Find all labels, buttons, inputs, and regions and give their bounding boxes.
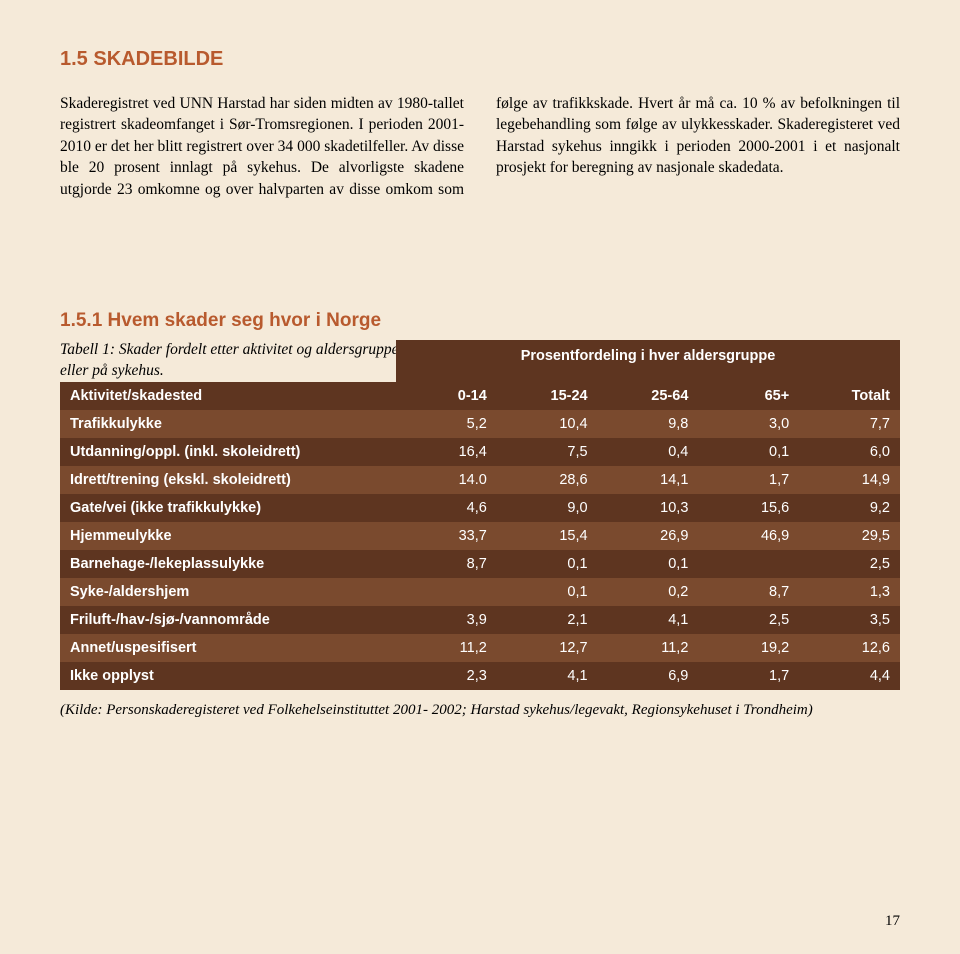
table-cell: 15,6 (698, 494, 799, 522)
table-col-header: Totalt (799, 382, 900, 410)
table-row: Annet/uspesifisert11,212,711,219,212,6 (60, 634, 900, 662)
table-cell: 2,3 (396, 662, 497, 690)
table-cell: 10,3 (598, 494, 699, 522)
table-cell: 9,8 (598, 410, 699, 438)
table-cell: 0,1 (698, 438, 799, 466)
table-col-header: Aktivitet/skadested (60, 382, 396, 410)
table-col-header: 25-64 (598, 382, 699, 410)
table-row: Hjemmeulykke33,715,426,946,929,5 (60, 522, 900, 550)
table-header-row: Aktivitet/skadested 0-14 15-24 25-64 65+… (60, 382, 900, 410)
table-cell: 29,5 (799, 522, 900, 550)
table-cell: 12,6 (799, 634, 900, 662)
table-cell: 33,7 (396, 522, 497, 550)
table-row-label: Gate/vei (ikke trafikkulykke) (60, 494, 396, 522)
table-cell: 11,2 (598, 634, 699, 662)
table-cell: 7,7 (799, 410, 900, 438)
table-cell: 14,9 (799, 466, 900, 494)
table-cell: 1,3 (799, 578, 900, 606)
table-row-label: Barnehage-/lekeplassulykke (60, 550, 396, 578)
table-cell (698, 550, 799, 578)
table-row: Trafikkulykke5,210,49,83,07,7 (60, 410, 900, 438)
table-cell: 2,1 (497, 606, 598, 634)
table-cell: 5,2 (396, 410, 497, 438)
table-cell: 0,1 (598, 550, 699, 578)
table-row: Friluft-/hav-/sjø-/vannområde3,92,14,12,… (60, 606, 900, 634)
table-col-header: 15-24 (497, 382, 598, 410)
table-cell: 15,4 (497, 522, 598, 550)
table-cell: 3,0 (698, 410, 799, 438)
table-cell: 3,9 (396, 606, 497, 634)
table-cell: 1,7 (698, 466, 799, 494)
table-row: Utdanning/oppl. (inkl. skoleidrett)16,47… (60, 438, 900, 466)
table-row-label: Annet/uspesifisert (60, 634, 396, 662)
table-cell: 0,4 (598, 438, 699, 466)
table-group-header: Prosentfordeling i hver aldersgruppe (396, 340, 900, 382)
table-cell: 11,2 (396, 634, 497, 662)
table-cell: 26,9 (598, 522, 699, 550)
table-row-label: Idrett/trening (ekskl. skoleidrett) (60, 466, 396, 494)
page-number: 17 (885, 913, 900, 930)
table-cell: 1,7 (698, 662, 799, 690)
table-cell: 0,1 (497, 578, 598, 606)
table-row-label: Hjemmeulykke (60, 522, 396, 550)
table-row-label: Trafikkulykke (60, 410, 396, 438)
table-cell: 4,1 (497, 662, 598, 690)
section-heading: 1.5 SKADEBILDE (60, 48, 900, 71)
table-col-header: 65+ (698, 382, 799, 410)
table-cell: 16,4 (396, 438, 497, 466)
table-cell: 9,0 (497, 494, 598, 522)
table-cell: 3,5 (799, 606, 900, 634)
table-cell: 28,6 (497, 466, 598, 494)
table-cell: 2,5 (799, 550, 900, 578)
table-spacer (60, 340, 396, 382)
table-row: Syke-/aldershjem 0,10,28,71,3 (60, 578, 900, 606)
table-cell: 7,5 (497, 438, 598, 466)
table-cell (396, 578, 497, 606)
table-cell: 8,7 (396, 550, 497, 578)
table-cell: 6,0 (799, 438, 900, 466)
body-text: Skaderegistret ved UNN Harstad har siden… (60, 93, 900, 200)
table-cell: 4,6 (396, 494, 497, 522)
subsection-heading: 1.5.1 Hvem skader seg hvor i Norge (60, 310, 900, 332)
table-row-label: Ikke opplyst (60, 662, 396, 690)
table-cell: 6,9 (598, 662, 699, 690)
table-cell: 14,1 (598, 466, 699, 494)
table-col-header: 0-14 (396, 382, 497, 410)
table-row: Idrett/trening (ekskl. skoleidrett)14.02… (60, 466, 900, 494)
table-cell: 4,4 (799, 662, 900, 690)
table-row-label: Syke-/aldershjem (60, 578, 396, 606)
table-cell: 19,2 (698, 634, 799, 662)
table-cell: 10,4 (497, 410, 598, 438)
table-row: Barnehage-/lekeplassulykke8,70,10,12,5 (60, 550, 900, 578)
table-cell: 4,1 (598, 606, 699, 634)
table-cell: 0,2 (598, 578, 699, 606)
table-source: (Kilde: Personskaderegisteret ved Folkeh… (60, 700, 900, 720)
data-table: Prosentfordeling i hver aldersgruppe Akt… (60, 340, 900, 690)
table-row-label: Utdanning/oppl. (inkl. skoleidrett) (60, 438, 396, 466)
table-row: Gate/vei (ikke trafikkulykke)4,69,010,31… (60, 494, 900, 522)
table-cell: 12,7 (497, 634, 598, 662)
table-cell: 0,1 (497, 550, 598, 578)
table-cell: 14.0 (396, 466, 497, 494)
table-cell: 8,7 (698, 578, 799, 606)
table-cell: 9,2 (799, 494, 900, 522)
table-row-label: Friluft-/hav-/sjø-/vannområde (60, 606, 396, 634)
table-cell: 46,9 (698, 522, 799, 550)
table-row: Ikke opplyst2,34,16,91,74,4 (60, 662, 900, 690)
table-cell: 2,5 (698, 606, 799, 634)
